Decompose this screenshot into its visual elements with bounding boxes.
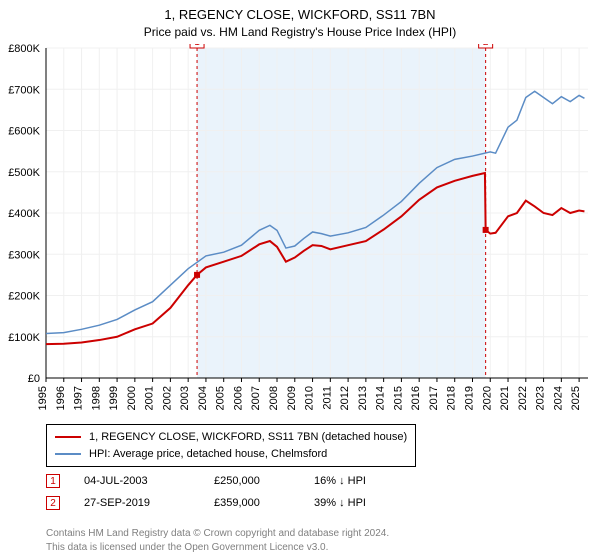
svg-text:2005: 2005 [215,386,227,410]
sale-diff: 16% ↓ HPI [314,475,434,487]
svg-text:£0: £0 [28,373,40,385]
sale-marker: 2 [46,496,60,510]
svg-text:£300K: £300K [8,249,40,261]
svg-text:2020: 2020 [481,386,493,410]
svg-text:2001: 2001 [144,386,156,410]
legend-swatch [55,436,81,438]
svg-text:2006: 2006 [232,386,244,410]
svg-text:2017: 2017 [428,386,440,410]
chart-area: £0 £100K £200K £300K £400K £500K £600K £700K £80… [0,44,600,420]
svg-text:1996: 1996 [55,386,67,410]
sale-marker: 1 [46,474,60,488]
legend-label: HPI: Average price, detached house, Chel… [89,446,327,463]
svg-text:2002: 2002 [161,386,173,410]
legend-swatch [55,453,81,455]
sale-price: £250,000 [214,475,314,487]
svg-text:2012: 2012 [339,386,351,410]
sale-row: 1 04-JUL-2003£250,00016% ↓ HPI [46,470,434,492]
sale-price: £359,000 [214,497,314,509]
svg-text:2008: 2008 [268,386,280,410]
sale-date: 27-SEP-2019 [84,497,214,509]
svg-text:2: 2 [483,44,489,48]
svg-text:1999: 1999 [108,386,120,410]
svg-text:2024: 2024 [552,386,564,410]
svg-text:2003: 2003 [179,386,191,410]
svg-text:£600K: £600K [8,126,40,138]
svg-text:2023: 2023 [535,386,547,410]
chart-title-line2: Price paid vs. HM Land Registry's House … [0,25,600,39]
svg-text:2011: 2011 [321,386,333,410]
svg-text:2007: 2007 [250,386,262,410]
svg-text:2025: 2025 [570,386,582,410]
svg-text:2021: 2021 [499,386,511,410]
svg-text:1995: 1995 [37,386,49,410]
svg-text:2019: 2019 [463,386,475,410]
chart-title-line1: 1, REGENCY CLOSE, WICKFORD, SS11 7BN [0,0,600,24]
svg-text:£100K: £100K [8,332,40,344]
svg-text:2010: 2010 [304,386,316,410]
sale-diff: 39% ↓ HPI [314,497,434,509]
legend-row: HPI: Average price, detached house, Chel… [55,446,407,463]
attribution-line1: Contains HM Land Registry data © Crown c… [46,527,389,541]
legend: 1, REGENCY CLOSE, WICKFORD, SS11 7BN (de… [46,424,416,467]
legend-row: 1, REGENCY CLOSE, WICKFORD, SS11 7BN (de… [55,429,407,446]
svg-text:£700K: £700K [8,84,40,96]
attribution: Contains HM Land Registry data © Crown c… [46,527,389,554]
svg-text:2016: 2016 [410,386,422,410]
svg-text:2015: 2015 [392,386,404,410]
legend-label: 1, REGENCY CLOSE, WICKFORD, SS11 7BN (de… [89,429,407,446]
sales-table: 1 04-JUL-2003£250,00016% ↓ HPI 2 27-SEP-201… [46,470,434,514]
svg-text:£200K: £200K [8,291,40,303]
svg-text:2013: 2013 [357,386,369,410]
svg-text:2009: 2009 [286,386,298,410]
svg-text:2018: 2018 [446,386,458,410]
svg-text:2022: 2022 [517,386,529,410]
sale-date: 04-JUL-2003 [84,475,214,487]
svg-text:2014: 2014 [375,386,387,410]
svg-text:2004: 2004 [197,386,209,410]
svg-text:1: 1 [194,44,200,48]
svg-text:£500K: £500K [8,167,40,179]
svg-text:1997: 1997 [73,386,85,410]
attribution-line2: This data is licensed under the Open Gov… [46,541,389,555]
sale-row: 2 27-SEP-2019£359,00039% ↓ HPI [46,492,434,514]
svg-text:2000: 2000 [126,386,138,410]
svg-text:£400K: £400K [8,208,40,220]
svg-text:£800K: £800K [8,44,40,55]
svg-text:1998: 1998 [90,386,102,410]
